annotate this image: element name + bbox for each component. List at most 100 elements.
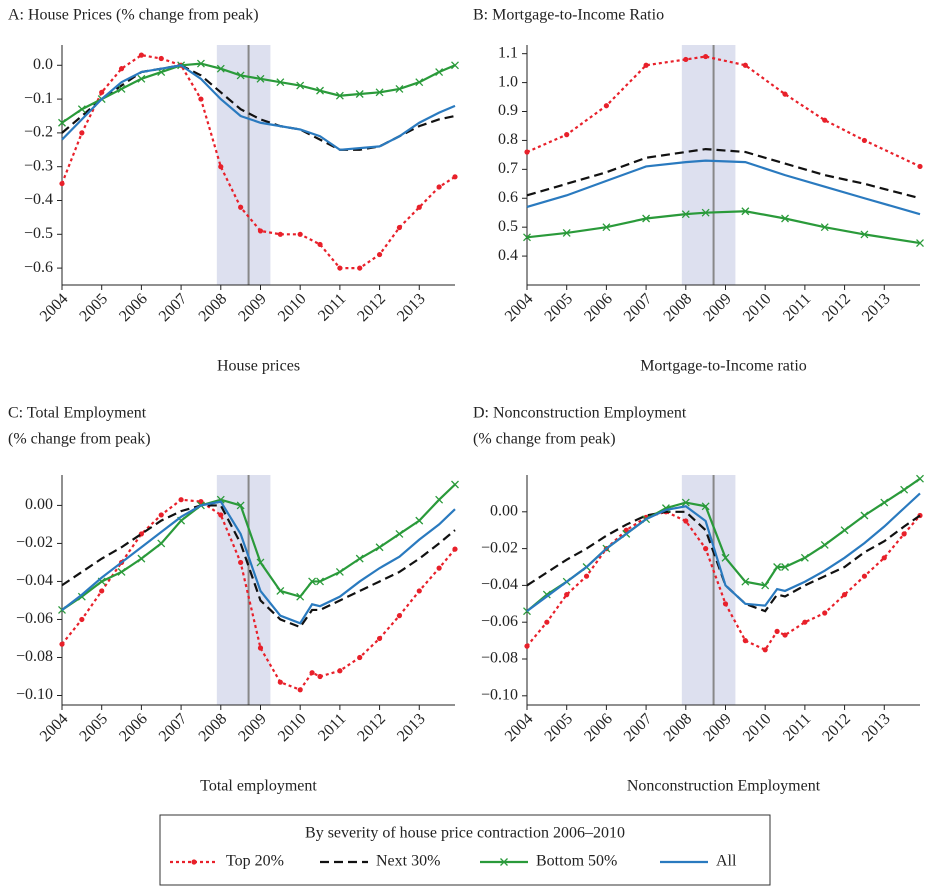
x-tick-label: 2008 <box>196 290 231 325</box>
legend-label: Bottom 50% <box>536 853 617 870</box>
y-tick-label: −0.1 <box>24 90 53 107</box>
marker <box>376 251 383 258</box>
marker <box>178 497 184 503</box>
x-axis-label: Total employment <box>200 778 317 795</box>
x-tick-label: 2004 <box>37 710 72 745</box>
marker <box>316 577 324 586</box>
marker <box>58 118 66 127</box>
marker <box>822 610 828 616</box>
marker <box>257 228 264 234</box>
marker <box>583 573 590 579</box>
marker <box>238 204 244 210</box>
y-tick-label: 1.0 <box>498 73 518 90</box>
marker <box>544 619 550 625</box>
marker <box>317 673 323 680</box>
marker <box>395 84 404 93</box>
marker <box>781 563 789 571</box>
marker <box>396 224 403 231</box>
marker <box>643 62 649 68</box>
marker <box>436 184 442 190</box>
marker <box>782 91 788 97</box>
x-tick-label: 2005 <box>76 710 111 745</box>
y-tick-label: −0.04 <box>16 572 53 589</box>
marker <box>355 554 364 563</box>
marker <box>900 485 909 494</box>
marker <box>741 207 750 216</box>
x-axis-label: Mortgage-to-Income ratio <box>640 358 807 375</box>
x-tick-label: 2009 <box>700 710 735 745</box>
marker <box>451 61 459 70</box>
series-line <box>61 500 456 625</box>
marker <box>416 588 422 594</box>
marker <box>861 137 868 144</box>
marker <box>157 539 166 548</box>
marker <box>436 565 442 571</box>
marker <box>137 74 146 83</box>
marker <box>77 592 86 601</box>
y-tick-label: 0.00 <box>490 502 518 519</box>
marker <box>802 619 808 625</box>
marker <box>523 233 531 242</box>
series-line <box>61 483 456 611</box>
marker <box>451 480 459 489</box>
legend-label: All <box>716 853 737 870</box>
y-tick-label: −0.08 <box>16 648 53 665</box>
marker <box>375 543 384 552</box>
x-tick-label: 2012 <box>819 710 854 745</box>
marker <box>276 78 285 87</box>
marker <box>257 645 264 651</box>
marker <box>683 56 689 63</box>
x-tick-label: 2010 <box>740 290 775 325</box>
marker <box>901 531 907 537</box>
marker <box>860 230 869 239</box>
x-tick-label: 2013 <box>859 710 894 745</box>
x-tick-label: 2013 <box>394 290 429 325</box>
marker <box>396 613 403 619</box>
marker <box>59 641 65 647</box>
marker <box>236 501 245 510</box>
marker <box>721 553 730 562</box>
marker <box>277 679 283 685</box>
marker <box>357 654 363 661</box>
x-axis-label: House prices <box>217 358 300 375</box>
marker <box>236 71 245 80</box>
marker <box>435 495 444 504</box>
series-line <box>526 510 921 652</box>
marker <box>357 265 363 271</box>
marker <box>415 78 424 87</box>
marker <box>761 581 770 590</box>
series-line <box>61 498 456 692</box>
legend-marker <box>500 858 508 866</box>
marker <box>297 231 303 237</box>
x-tick-label: 2007 <box>621 290 656 325</box>
marker <box>860 511 869 520</box>
y-tick-label: −0.08 <box>481 650 518 667</box>
marker <box>99 89 105 95</box>
marker <box>276 586 285 595</box>
x-tick-label: 2013 <box>859 290 894 325</box>
x-tick-label: 2006 <box>116 710 151 745</box>
x-tick-label: 2004 <box>502 710 537 745</box>
marker <box>158 55 164 62</box>
series-line <box>526 55 921 168</box>
marker <box>435 68 444 77</box>
legend-label: Top 20% <box>226 853 284 870</box>
marker <box>297 687 303 693</box>
series-line <box>60 53 456 270</box>
chart-title: C: Total Employment <box>8 405 147 422</box>
marker <box>916 239 924 248</box>
marker <box>524 643 530 649</box>
y-tick-label: 1.1 <box>498 44 518 61</box>
marker <box>603 103 609 109</box>
marker <box>742 638 748 644</box>
series-line <box>61 504 456 629</box>
marker <box>198 96 204 102</box>
x-tick-label: 2007 <box>156 290 191 325</box>
y-tick-label: −0.04 <box>481 576 518 593</box>
y-tick-label: −0.5 <box>24 225 53 242</box>
x-tick-label: 2012 <box>354 710 389 745</box>
x-tick-label: 2010 <box>275 290 310 325</box>
marker <box>218 512 224 518</box>
x-tick-label: 2013 <box>394 710 429 745</box>
